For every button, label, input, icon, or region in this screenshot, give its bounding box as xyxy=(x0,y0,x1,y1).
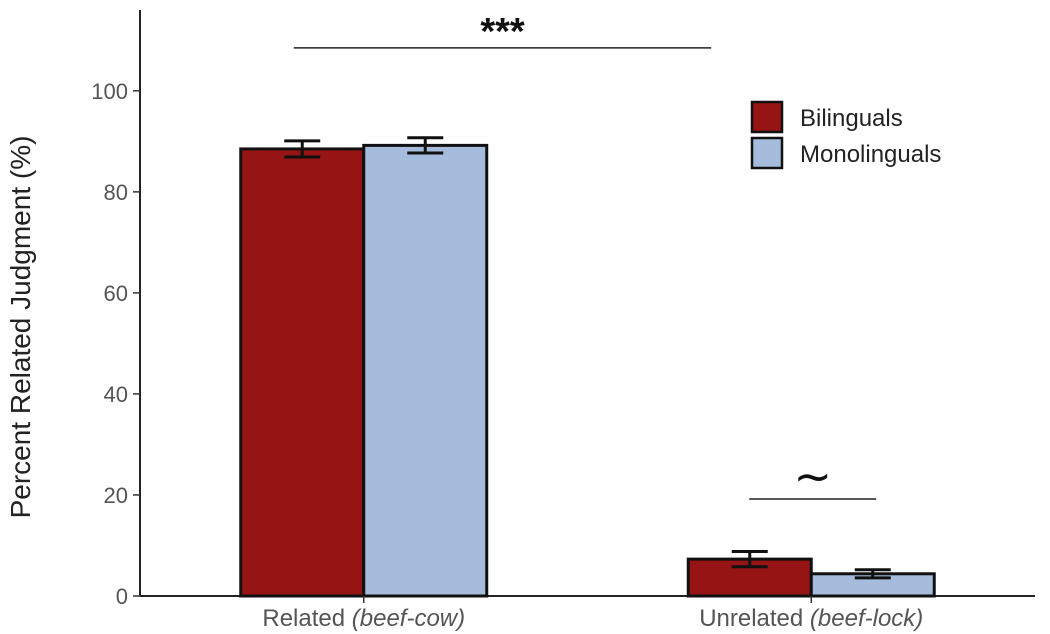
y-axis-ticks: 0 20 40 60 80 100 xyxy=(91,79,140,609)
x-tick-label-example: (beef-lock) xyxy=(810,605,923,632)
y-tick-label: 60 xyxy=(104,281,128,306)
error-bar-bilinguals-0 xyxy=(284,139,321,159)
error-bars xyxy=(284,136,891,580)
error-bar-bilinguals-1 xyxy=(731,550,768,569)
y-tick-label: 0 xyxy=(116,584,128,609)
bar-bilinguals-0 xyxy=(239,147,366,598)
x-tick-label-example: (beef-cow) xyxy=(352,605,465,632)
error-bar-monolinguals-1 xyxy=(854,568,891,580)
x-tick-label: Unrelated (beef-lock) xyxy=(699,605,923,632)
x-tick-label-main: Related xyxy=(262,605,351,632)
error-bar-monolinguals-0 xyxy=(407,136,444,155)
legend-swatch-bilinguals xyxy=(750,100,784,134)
legend-label-bilinguals: Bilinguals xyxy=(800,105,903,132)
x-tick-label: Related (beef-cow) xyxy=(262,605,465,632)
legend: Bilinguals Monolinguals xyxy=(750,100,941,170)
significance-stars: *** xyxy=(480,11,525,53)
significance-annotations: *** ~ xyxy=(293,11,877,503)
bars xyxy=(239,143,936,598)
bar-monolinguals-0 xyxy=(362,143,489,598)
y-tick-label: 100 xyxy=(91,79,128,104)
legend-label-monolinguals: Monolinguals xyxy=(800,141,941,168)
x-tick-label-main: Unrelated xyxy=(699,605,810,632)
y-tick-label: 80 xyxy=(104,180,128,205)
y-tick-label: 20 xyxy=(104,483,128,508)
y-axis-title: Percent Related Judgment (%) xyxy=(5,136,36,519)
x-axis-labels: Related (beef-cow) Unrelated (beef-lock) xyxy=(262,596,923,632)
legend-swatch-monolinguals xyxy=(750,136,784,170)
significance-tilde: ~ xyxy=(793,449,832,503)
y-tick-label: 40 xyxy=(104,382,128,407)
